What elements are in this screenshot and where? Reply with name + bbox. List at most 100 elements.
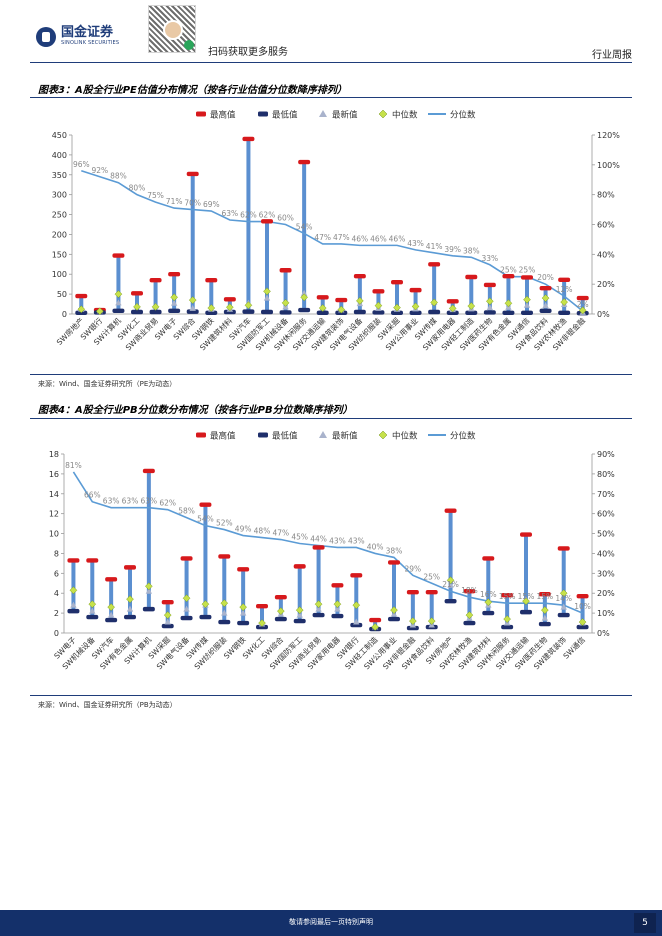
chart-source-pe: 来源：Wind、国金证券研究所（PE为动态） (38, 380, 177, 388)
percentile-label: 21% (442, 580, 459, 589)
y-tick-label-right: 40% (597, 549, 615, 558)
y-tick-label-right: 10% (597, 609, 615, 618)
range-bar (153, 280, 158, 313)
percentile-label: 44% (310, 534, 327, 543)
percentile-label: 47% (333, 233, 350, 242)
logo-cn: 国金证券 (61, 25, 114, 40)
qr-code-icon[interactable] (148, 5, 196, 53)
latest-marker (221, 609, 228, 616)
max-marker (199, 502, 212, 507)
min-marker (161, 623, 174, 629)
median-marker (77, 305, 86, 314)
percentile-label: 12% (556, 285, 573, 294)
chart-pe: 最高值 最低值 最新值 中位数 分位数 0 50 100 150 200 250 300 350 400 4… (52, 109, 621, 353)
y-tick-label-left: 2 (54, 609, 59, 618)
median-marker (467, 302, 476, 310)
min-marker (463, 620, 476, 626)
percentile-label: 20% (537, 273, 554, 282)
min-marker (112, 308, 125, 314)
legend-median-swatch (378, 109, 388, 119)
min-marker (444, 598, 457, 604)
percentile-label: 62% (259, 211, 276, 220)
percentile-label: 63% (103, 497, 120, 506)
percentile-label: 71% (166, 197, 183, 206)
percentile-label: 88% (110, 172, 127, 181)
y-tick-label-left: 16 (49, 470, 59, 479)
min-marker (237, 620, 250, 626)
median-marker (226, 303, 234, 312)
max-marker (482, 556, 495, 561)
median-marker (503, 615, 511, 623)
range-bar (524, 534, 528, 613)
percentile-label: 47% (273, 529, 290, 538)
median-marker (560, 298, 568, 306)
max-marker (331, 583, 344, 588)
min-marker (293, 618, 306, 624)
max-marker (446, 299, 459, 304)
percentile-label: 49% (235, 525, 252, 534)
logo-icon (36, 26, 56, 47)
y-tick-label-left: 150 (52, 250, 67, 259)
max-marker (406, 590, 419, 595)
max-marker (256, 603, 268, 609)
range-bar (222, 556, 227, 623)
median-marker (263, 287, 271, 296)
median-marker (411, 302, 420, 311)
latest-marker (541, 614, 549, 621)
min-marker (242, 309, 255, 314)
min-marker (501, 624, 514, 630)
max-marker (124, 565, 136, 570)
legend-min-swatch (258, 432, 268, 438)
max-marker (409, 287, 422, 293)
median-marker (88, 600, 97, 609)
median-marker (151, 302, 160, 311)
median-marker (239, 603, 247, 611)
min-marker (131, 309, 143, 315)
median-marker (333, 600, 342, 609)
min-marker (223, 309, 236, 315)
min-marker (446, 310, 459, 316)
median-marker (448, 304, 457, 313)
range-bar (190, 173, 195, 312)
latest-marker (523, 301, 531, 308)
y-tick-label-right: 30% (597, 569, 615, 578)
median-marker (126, 595, 134, 604)
max-marker (186, 171, 199, 177)
percentile-label: 2% (577, 300, 589, 309)
y-tick-label-right: 40% (597, 250, 615, 259)
range-bar (525, 277, 529, 313)
max-marker (312, 545, 325, 550)
max-marker (180, 556, 193, 561)
latest-marker (107, 611, 115, 618)
range-bar (505, 595, 510, 628)
range-bar (580, 298, 585, 314)
median-marker (430, 298, 438, 307)
legend-min-label: 最低值 (272, 431, 298, 442)
y-tick-label-right: 60% (597, 510, 615, 519)
page-header: 国金证券 SINOLINK SECURITIES 扫码获取更多服务 行业周报 (0, 0, 662, 62)
min-marker (465, 310, 478, 316)
legend-min-swatch (258, 111, 268, 117)
legend-latest-label: 最新值 (332, 431, 358, 442)
median-marker (220, 599, 229, 608)
max-marker (350, 573, 363, 578)
percentile-label: 15% (518, 592, 535, 601)
legend-min-label: 最低值 (272, 110, 298, 121)
y-tick-label-right: 90% (597, 450, 615, 459)
latest-marker (560, 603, 567, 610)
percentile-label: 54% (296, 222, 313, 231)
min-marker (67, 608, 80, 614)
range-bar (432, 264, 437, 313)
scan-text: 扫码获取更多服务 (208, 47, 288, 58)
range-bar (302, 162, 307, 311)
range-bar (265, 221, 269, 313)
max-marker (520, 532, 532, 537)
max-marker (142, 468, 155, 474)
y-tick-label-right: 0% (597, 310, 610, 319)
range-bar (486, 558, 491, 614)
latest-marker (542, 302, 549, 309)
max-marker (501, 593, 514, 598)
percentile-label: 62% (159, 499, 176, 508)
percentile-label: 46% (352, 234, 369, 243)
median-marker (107, 603, 115, 611)
